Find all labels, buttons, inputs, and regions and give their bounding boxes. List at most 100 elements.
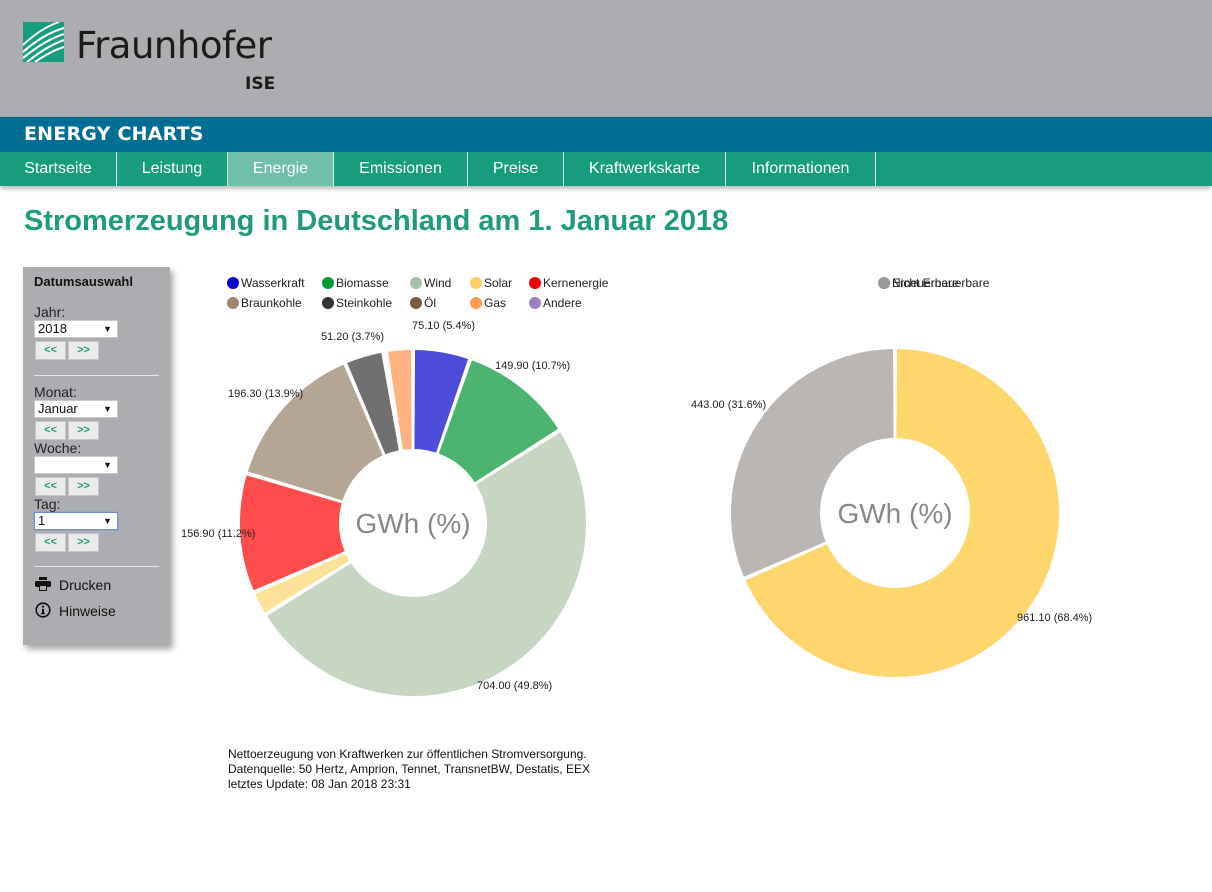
nav-kraftwerkskarte[interactable]: Kraftwerkskarte (564, 152, 726, 186)
legend-item-wasserkraft[interactable]: Wasserkraft (227, 276, 305, 290)
notes-link[interactable]: Hinweise (34, 601, 159, 621)
logo-subtitle: ISE (245, 74, 276, 94)
legend-item-steinkohle[interactable]: Steinkohle (322, 296, 392, 310)
nav-leistung[interactable]: Leistung (117, 152, 228, 186)
slice-braunkohle[interactable] (245, 362, 386, 503)
legend-item-kernenergie[interactable]: Kernenergie (529, 276, 609, 290)
legend-label: Wind (424, 276, 451, 290)
nav-informationen[interactable]: Informationen (726, 152, 876, 186)
nav-emissionen[interactable]: Emissionen (334, 152, 468, 186)
legend-label: Kernenergie (543, 276, 609, 290)
dropdown-arrow-icon: ▼ (103, 404, 112, 414)
legend-label: Solar (484, 276, 512, 290)
app-title: ENERGY CHARTS (24, 123, 204, 145)
month-select[interactable]: Januar ▼ (34, 400, 118, 418)
legend-label: Steinkohle (336, 296, 392, 310)
week-label: Woche: (34, 440, 82, 456)
print-link[interactable]: Drucken (34, 575, 159, 595)
legend-item-gas[interactable]: Gas (470, 296, 506, 310)
legend-item-nicht-erneuerbare[interactable]: Nicht Erneuerbare (878, 276, 990, 290)
data-label-nicht-erneuerbare: 443.00 (31.6%) (691, 399, 766, 411)
fraunhofer-logo-icon (23, 22, 64, 62)
day-select[interactable]: 1 ▼ (34, 512, 118, 530)
slice-biomasse[interactable] (436, 358, 561, 485)
legend-label: Gas (484, 296, 506, 310)
legend-item-biomasse[interactable]: Biomasse (322, 276, 389, 290)
year-label: Jahr: (34, 304, 66, 320)
legend-label: Braunkohle (241, 296, 302, 310)
footnote-source: Datenquelle: 50 Hertz, Amprion, Tennet, … (228, 762, 590, 776)
center-unit-label: GWh (%) (355, 508, 470, 539)
month-label: Monat: (34, 384, 77, 400)
data-label-wind: 704.00 (49.8%) (477, 680, 552, 692)
slice-gas[interactable] (385, 348, 414, 452)
legend-label: Andere (543, 296, 582, 310)
slice-wind[interactable] (264, 429, 588, 698)
page-title: Stromerzeugung in Deutschland am 1. Janu… (24, 205, 729, 237)
date-selection-heading: Datumsauswahl (34, 274, 133, 289)
data-label-biomasse: 149.90 (10.7%) (495, 360, 570, 372)
legend-item-wind[interactable]: Wind (410, 276, 451, 290)
slice-erneuerbare[interactable] (743, 347, 1061, 679)
week-next-button[interactable]: >> (68, 477, 99, 496)
week-prev-button[interactable]: << (35, 477, 66, 496)
divider (34, 566, 159, 567)
notes-label: Hinweise (59, 603, 116, 619)
legend-label: Öl (424, 296, 436, 310)
main-nav: Startseite Leistung Energie Emissionen P… (0, 152, 1212, 186)
nav-energie[interactable]: Energie (228, 152, 334, 186)
legend-swatch (322, 277, 334, 289)
data-label-kernenergie: 156.90 (11.2%) (181, 528, 255, 540)
center-unit-label: GWh (%) (837, 498, 952, 529)
legend-swatch (410, 297, 422, 309)
legend-swatch (470, 277, 482, 289)
legend-item-andere[interactable]: Andere (529, 296, 582, 310)
data-label-wasserkraft: 75.10 (5.4%) (412, 320, 475, 332)
year-next-button[interactable]: >> (68, 341, 99, 360)
legend-label: Nicht Erneuerbare (892, 276, 990, 290)
legend-swatch (227, 277, 239, 289)
dropdown-arrow-icon: ▼ (103, 460, 112, 470)
date-selection-panel: Datumsauswahl Jahr: 2018 ▼ << >> Monat: … (23, 267, 170, 645)
legend-item-oel[interactable]: Öl (410, 296, 436, 310)
print-label: Drucken (59, 577, 112, 593)
legend-swatch (470, 297, 482, 309)
data-label-erneuerbare: 961.10 (68.4%) (1017, 612, 1092, 624)
slice-nicht-erneuerbare[interactable] (729, 347, 896, 580)
day-next-button[interactable]: >> (68, 533, 99, 552)
legend-item-solar[interactable]: Solar (470, 276, 512, 290)
dropdown-arrow-icon: ▼ (103, 516, 112, 526)
legend-swatch (410, 277, 422, 289)
legend-swatch (529, 297, 541, 309)
printer-icon (34, 576, 51, 594)
year-select-value: 2018 (38, 321, 67, 336)
app-title-bar: ENERGY CHARTS (0, 117, 1212, 152)
data-label-braunkohle: 196.30 (13.9%) (228, 388, 303, 400)
legend-label: Erneuerbare (892, 276, 959, 290)
legend-label: Biomasse (336, 276, 389, 290)
legend-swatch (322, 297, 334, 309)
week-select[interactable]: ▼ (34, 456, 118, 474)
info-icon (34, 601, 51, 621)
brand-header: Fraunhofer ISE (0, 0, 1212, 117)
legend-item-braunkohle[interactable]: Braunkohle (227, 296, 302, 310)
data-label-steinkohle: 51.20 (3.7%) (321, 331, 384, 343)
month-prev-button[interactable]: << (35, 421, 66, 440)
nav-preise[interactable]: Preise (468, 152, 564, 186)
month-next-button[interactable]: >> (68, 421, 99, 440)
dropdown-arrow-icon: ▼ (103, 324, 112, 334)
legend-label: Wasserkraft (241, 276, 305, 290)
generation-by-source-donut: Wasserkraft Biomasse Wind Solar Kernenergie B… (181, 276, 609, 698)
day-select-value: 1 (38, 513, 46, 528)
month-select-value: Januar (38, 401, 78, 416)
slice-wasserkraft[interactable] (412, 348, 471, 455)
day-prev-button[interactable]: << (35, 533, 66, 552)
year-prev-button[interactable]: << (35, 341, 66, 360)
year-select[interactable]: 2018 ▼ (34, 320, 118, 338)
nav-startseite[interactable]: Startseite (0, 152, 117, 186)
slice-kernenergie[interactable] (238, 473, 347, 593)
legend-swatch (529, 277, 541, 289)
footnote-last-update: letztes Update: 08 Jan 2018 23:31 (228, 777, 411, 791)
